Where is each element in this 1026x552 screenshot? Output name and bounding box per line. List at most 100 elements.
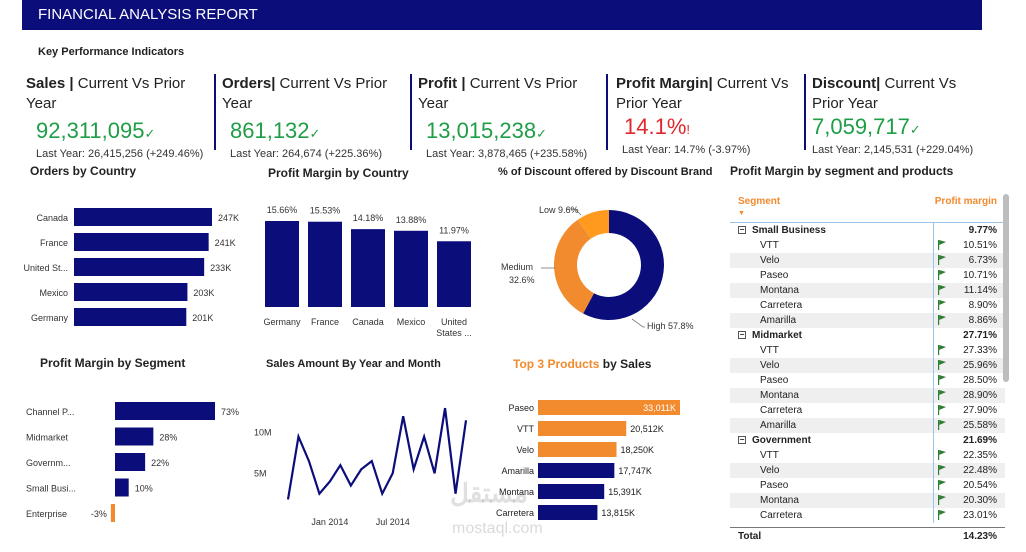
orders-data-label: 201K <box>192 313 213 323</box>
matrix-row[interactable]: Carretera 27.90% <box>730 403 1005 418</box>
matrix-group-row[interactable]: − Small Business 9.77% <box>730 223 1005 238</box>
sales-line-chart[interactable]: 10M 5M Jan 2014 Jul 2014 <box>250 390 480 535</box>
orders-by-country-chart[interactable]: Canada 247K France 241K United St... 233K Mexi… <box>16 200 246 335</box>
country-label: France <box>40 238 68 248</box>
profit-margin-bar <box>265 221 299 307</box>
matrix-row[interactable]: Carretera 23.01% <box>730 508 1005 523</box>
pm-data-label: 11.97% <box>439 225 469 235</box>
check-icon: ✓ <box>144 126 156 141</box>
matrix-row[interactable]: VTT 22.35% <box>730 448 1005 463</box>
product-name: Montana <box>760 390 799 401</box>
pm-data-label: 15.66% <box>267 205 298 215</box>
kpi-label: Orders| <box>222 75 276 92</box>
matrix-body: − Small Business 9.77% VTT 10.51% Velo 6.73% Pa… <box>730 223 1005 545</box>
product-bar <box>538 505 598 520</box>
matrix-row[interactable]: VTT 27.33% <box>730 343 1005 358</box>
product-bar <box>538 484 605 499</box>
top3-products-title: Top 3 Products by Sales <box>513 357 652 371</box>
kpi-card-sales[interactable]: Sales | Current Vs Prior Year 92,311,095… <box>26 74 216 160</box>
collapse-icon[interactable]: − <box>738 225 746 235</box>
discount-donut-chart[interactable]: High 57.8% Medium 32.6% Low 9.6% <box>495 195 725 345</box>
matrix-row[interactable]: Amarilla 8.86% <box>730 313 1005 328</box>
matrix-row[interactable]: Montana 11.14% <box>730 283 1005 298</box>
product-name: Paseo <box>760 480 789 491</box>
matrix-group-row[interactable]: − Midmarket 27.71% <box>730 328 1005 343</box>
report-header: FINANCIAL ANALYSIS REPORT <box>22 0 982 30</box>
donut-label-medium: Medium <box>501 262 533 272</box>
product-bar <box>538 463 615 478</box>
product-name: VTT <box>760 240 779 251</box>
matrix-row[interactable]: Paseo 10.71% <box>730 268 1005 283</box>
product-name: Montana <box>760 495 799 506</box>
total-value: 14.23% <box>963 531 997 542</box>
top-products-chart[interactable]: Paseo 33,011K VTT 20,512K Velo 18,250K Amarill… <box>496 392 696 532</box>
profit-margin-by-country-chart[interactable]: 15.66% Germany 15.53% France 14.18% Canada 13.… <box>258 195 480 345</box>
flag-icon <box>938 420 946 430</box>
segment-label: Governm... <box>26 458 71 468</box>
matrix-row[interactable]: Amarilla 25.58% <box>730 418 1005 433</box>
profit-margin-bar <box>437 241 471 307</box>
kpi-card-profit-margin[interactable]: Profit Margin| Current Vs Prior Year 14.… <box>616 74 806 156</box>
kpi-value: 13,015,238✓ <box>426 118 548 143</box>
pm-by-segment-chart[interactable]: Channel P... 73% Midmarket 28% Governm... 22%… <box>20 392 250 532</box>
donut-label-medium-value: 32.6% <box>509 275 535 285</box>
flag-icon <box>938 510 946 520</box>
segment-data-label: -3% <box>91 509 107 519</box>
matrix-scrollbar[interactable] <box>1003 194 1009 382</box>
matrix-row[interactable]: Paseo 28.50% <box>730 373 1005 388</box>
collapse-icon[interactable]: − <box>738 435 746 445</box>
segment-products-matrix[interactable]: Segment ▼ Profit margin − Small Business 9.… <box>730 190 1009 542</box>
kpi-value: 7,059,717✓ <box>812 114 921 139</box>
matrix-row[interactable]: Velo 25.96% <box>730 358 1005 373</box>
product-name: Paseo <box>760 270 789 281</box>
collapse-icon[interactable]: − <box>738 330 746 340</box>
kpi-card-orders[interactable]: Orders| Current Vs Prior Year 861,132✓ L… <box>222 74 412 160</box>
kpi-card-discount[interactable]: Discount| Current Vs Prior Year 7,059,71… <box>812 74 992 156</box>
orders-bar <box>74 208 212 226</box>
flag-icon <box>938 285 946 295</box>
product-name: Montana <box>760 285 799 296</box>
product-value: 28.90% <box>963 390 997 401</box>
matrix-row[interactable]: VTT 10.51% <box>730 238 1005 253</box>
product-label: Carretera <box>496 508 534 518</box>
product-value: 25.58% <box>963 420 997 431</box>
product-bar <box>538 421 627 436</box>
x-tick-label: Jul 2014 <box>376 517 410 527</box>
segment-data-label: 10% <box>135 484 153 494</box>
y-tick-label: 5M <box>254 468 267 478</box>
product-data-label: 15,391K <box>608 487 642 497</box>
matrix-row[interactable]: Paseo 20.54% <box>730 478 1005 493</box>
product-value: 22.48% <box>963 465 997 476</box>
matrix-row[interactable]: Carretera 8.90% <box>730 298 1005 313</box>
country-label: Mexico <box>39 288 68 298</box>
matrix-group-row[interactable]: − Government 21.69% <box>730 433 1005 448</box>
matrix-row[interactable]: Montana 20.30% <box>730 493 1005 508</box>
matrix-row[interactable]: Velo 6.73% <box>730 253 1005 268</box>
product-value: 10.51% <box>963 240 997 251</box>
watermark-logo: مستقل <box>450 478 528 508</box>
product-value: 22.35% <box>963 450 997 461</box>
country-label: Canada <box>352 317 384 327</box>
profit-margin-header[interactable]: Profit margin <box>934 196 997 207</box>
product-data-label: 18,250K <box>621 445 655 455</box>
kpi-sub: Last Year: 264,674 (+225.36%) <box>230 148 382 160</box>
segment-bar <box>110 504 115 522</box>
orders-bar <box>74 308 187 326</box>
matrix-row[interactable]: Montana 28.90% <box>730 388 1005 403</box>
sort-arrow-icon[interactable]: ▼ <box>738 210 745 217</box>
kpi-label: Discount| <box>812 75 881 92</box>
segment-header[interactable]: Segment ▼ <box>738 196 781 217</box>
matrix-row[interactable]: Velo 22.48% <box>730 463 1005 478</box>
product-label: Paseo <box>508 403 534 413</box>
kpi-label-rest: Current Vs Prior Year <box>26 75 186 112</box>
kpi-label-rest: Current Vs Prior Year <box>418 75 578 112</box>
report-title: FINANCIAL ANALYSIS REPORT <box>38 6 258 23</box>
product-value: 20.54% <box>963 480 997 491</box>
orders-bar <box>74 283 188 301</box>
profit-margin-bar <box>308 221 342 307</box>
product-name: VTT <box>760 345 779 356</box>
group-name: Government <box>752 435 811 446</box>
kpi-card-profit[interactable]: Profit | Current Vs Prior Year 13,015,23… <box>418 74 608 160</box>
x-tick-label: Jan 2014 <box>311 517 348 527</box>
product-label: Velo <box>516 445 534 455</box>
